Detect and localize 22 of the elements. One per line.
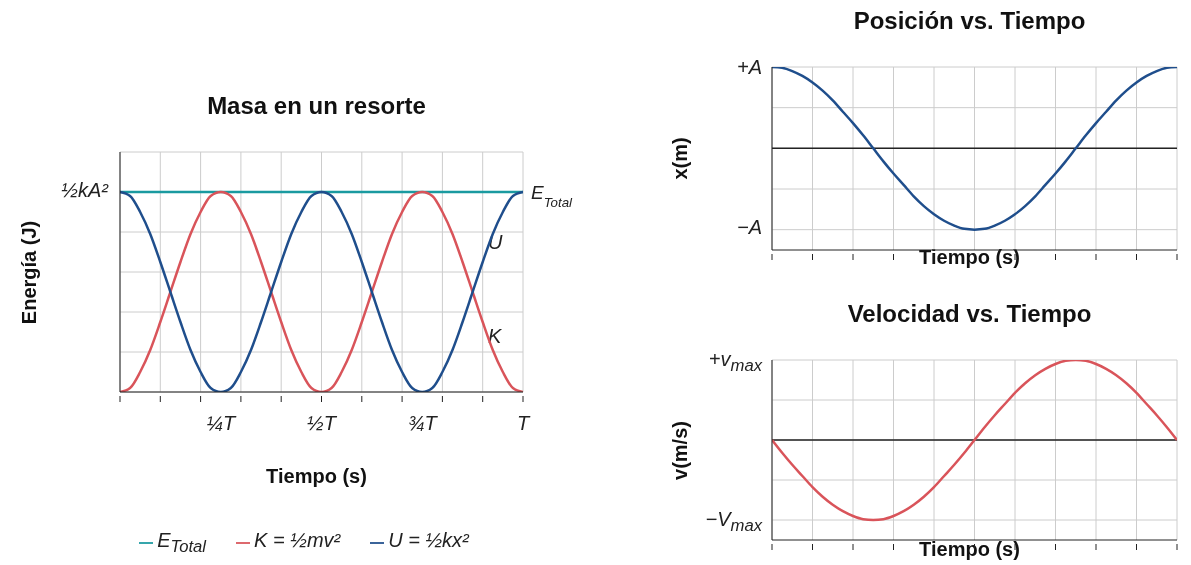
legend-label: U = ½kx²: [388, 529, 469, 551]
text: −V$_{max}$: [705, 508, 762, 536]
text: +v$_{max}$: [708, 348, 762, 376]
y-axis-title: v(m/s): [668, 420, 692, 480]
x-tick-label: T: [516, 412, 531, 434]
x-axis-title: Tiempo (s): [918, 246, 1021, 269]
y-axis-title: Energía (J): [18, 220, 42, 324]
x-axis-title: Tiempo (s): [918, 538, 1021, 561]
x-tick-label: ½T: [307, 412, 338, 434]
y-axis-title: x(m): [668, 137, 692, 180]
text: ½kA²: [61, 178, 108, 202]
annotation: E$_{Total}$: [531, 182, 574, 210]
x-axis-title: Tiempo (s): [265, 465, 368, 488]
x-tick-label: ¼T: [206, 412, 237, 434]
chart-title: Velocidad vs. Tiempo: [846, 300, 1093, 328]
legend-label: E$_{Total}$: [157, 529, 207, 556]
legend-label: K = ½mv²: [254, 529, 341, 551]
chart-title: Posición vs. Tiempo: [852, 7, 1087, 35]
x-tick-label: ¾T: [407, 412, 439, 434]
text: +A: [736, 55, 762, 79]
text: −A: [736, 215, 762, 239]
chart-title: Masa en un resorte: [206, 92, 427, 120]
